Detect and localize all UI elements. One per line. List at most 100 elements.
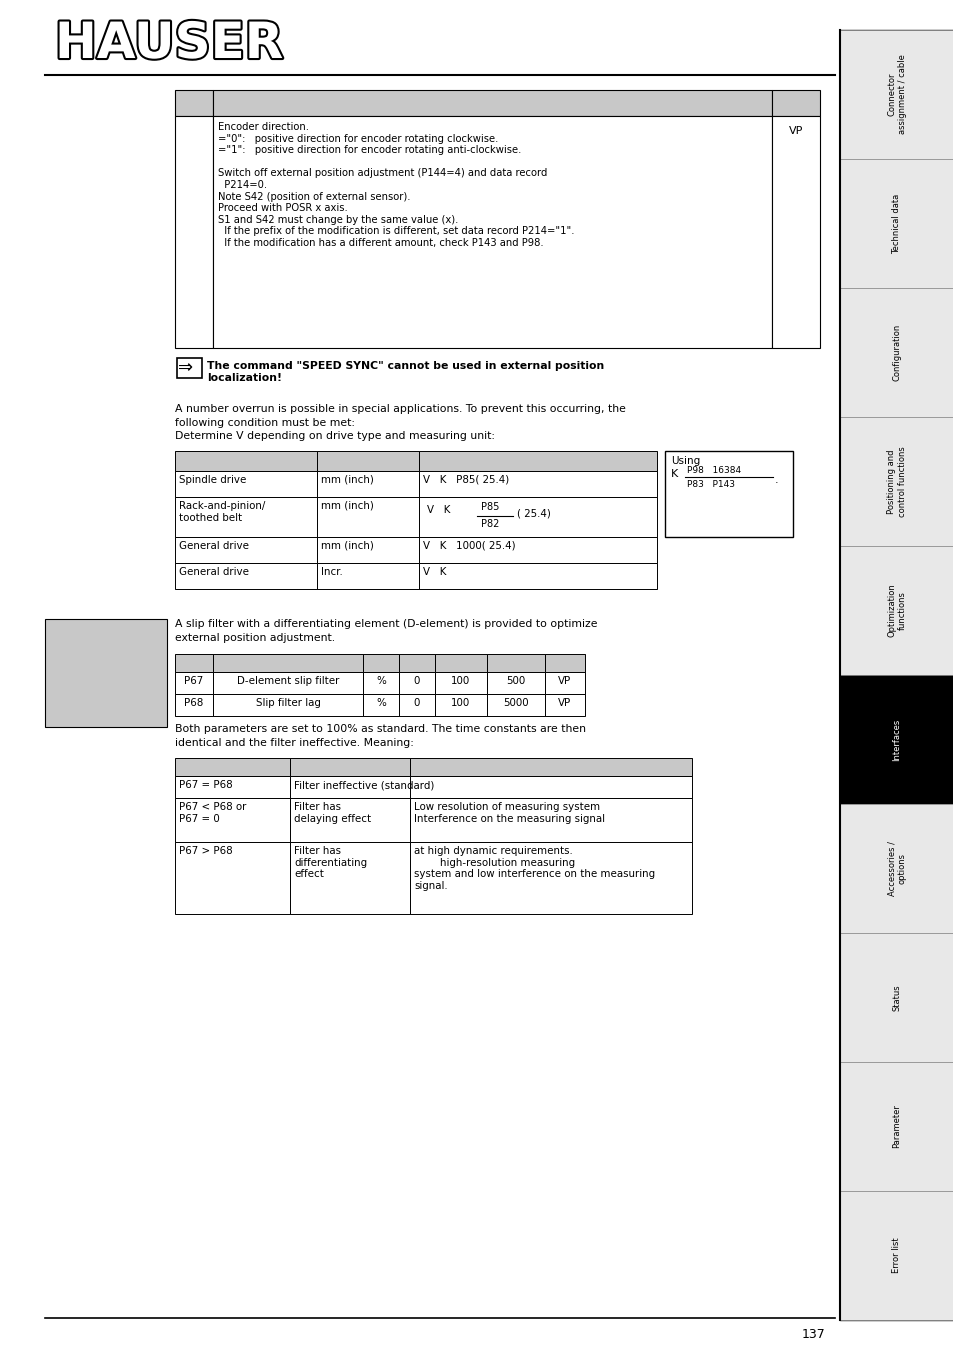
Text: 0: 0 xyxy=(414,676,419,686)
Bar xyxy=(174,775,290,798)
Bar xyxy=(664,451,792,536)
Bar xyxy=(45,619,167,727)
Bar xyxy=(174,654,213,671)
Bar xyxy=(410,842,691,915)
Bar xyxy=(840,676,953,804)
Text: A number overrun is possible in special applications. To prevent this occurring,: A number overrun is possible in special … xyxy=(174,404,625,413)
Bar xyxy=(177,358,202,378)
Bar xyxy=(174,842,290,915)
Bar xyxy=(174,497,316,536)
Bar xyxy=(213,671,363,694)
Text: Connector
assignment / cable: Connector assignment / cable xyxy=(886,54,905,135)
Text: P85: P85 xyxy=(480,503,498,512)
Text: Rack-and-pinion/
toothed belt: Rack-and-pinion/ toothed belt xyxy=(179,501,265,523)
Bar xyxy=(174,798,290,842)
Bar xyxy=(435,671,486,694)
Text: V   K   1000( 25.4): V K 1000( 25.4) xyxy=(422,540,515,551)
Bar xyxy=(316,563,418,589)
Text: mm (inch): mm (inch) xyxy=(320,501,374,511)
Text: Status: Status xyxy=(892,984,901,1011)
Bar xyxy=(398,694,435,716)
Bar xyxy=(544,694,584,716)
Text: Optimization
functions: Optimization functions xyxy=(886,584,905,638)
Text: Parameter: Parameter xyxy=(892,1105,901,1148)
Bar xyxy=(398,671,435,694)
Text: P82: P82 xyxy=(480,519,498,530)
Bar xyxy=(486,694,544,716)
Bar xyxy=(544,654,584,671)
Text: 500: 500 xyxy=(506,676,525,686)
Text: Determine V depending on drive type and measuring unit:: Determine V depending on drive type and … xyxy=(174,431,495,440)
Text: mm (inch): mm (inch) xyxy=(320,540,374,551)
Bar xyxy=(213,694,363,716)
Text: K: K xyxy=(670,469,678,480)
Bar xyxy=(840,30,953,159)
Text: V   K   P85( 25.4): V K P85( 25.4) xyxy=(422,476,509,485)
Bar xyxy=(840,1192,953,1320)
Text: mm (inch): mm (inch) xyxy=(320,476,374,485)
Text: Slip filter lag: Slip filter lag xyxy=(255,698,320,708)
Bar xyxy=(840,1062,953,1192)
Bar xyxy=(840,288,953,417)
Bar xyxy=(316,536,418,563)
Text: 5000: 5000 xyxy=(502,698,528,708)
Text: .: . xyxy=(774,476,778,485)
Bar xyxy=(290,758,410,775)
Bar xyxy=(174,116,213,349)
Text: Filter ineffective (standard): Filter ineffective (standard) xyxy=(294,780,434,790)
Bar xyxy=(544,671,584,694)
Bar xyxy=(435,694,486,716)
Bar xyxy=(174,694,213,716)
Text: identical and the filter ineffective. Meaning:: identical and the filter ineffective. Me… xyxy=(174,738,414,748)
Text: Accessories /
options: Accessories / options xyxy=(886,842,905,896)
Bar xyxy=(174,536,316,563)
Bar xyxy=(213,116,771,349)
Text: 100: 100 xyxy=(451,698,470,708)
Text: Positioning and
control functions: Positioning and control functions xyxy=(886,446,905,517)
Bar xyxy=(316,451,418,471)
Text: VP: VP xyxy=(558,698,571,708)
Text: P67 < P68 or
P67 = 0: P67 < P68 or P67 = 0 xyxy=(179,802,246,824)
Bar xyxy=(840,546,953,676)
Text: external position adjustment.: external position adjustment. xyxy=(174,634,335,643)
Text: Low resolution of measuring system
Interference on the measuring signal: Low resolution of measuring system Inter… xyxy=(414,802,604,824)
Bar xyxy=(290,842,410,915)
Bar xyxy=(213,654,363,671)
Bar xyxy=(418,451,657,471)
Bar xyxy=(418,497,657,536)
Text: ⇒: ⇒ xyxy=(178,359,193,377)
Text: %: % xyxy=(375,676,386,686)
Text: P98   16384: P98 16384 xyxy=(686,466,740,476)
Text: P67: P67 xyxy=(184,676,203,686)
Text: Spindle drive: Spindle drive xyxy=(179,476,246,485)
Text: D-element slip filter: D-element slip filter xyxy=(236,676,339,686)
Bar xyxy=(418,471,657,497)
Text: Configuration: Configuration xyxy=(892,324,901,381)
Text: 100: 100 xyxy=(451,676,470,686)
Text: Filter has
delaying effect: Filter has delaying effect xyxy=(294,802,371,824)
Bar xyxy=(840,934,953,1062)
Text: following condition must be met:: following condition must be met: xyxy=(174,417,355,428)
Bar xyxy=(486,671,544,694)
Bar xyxy=(174,671,213,694)
Text: V   K: V K xyxy=(422,567,446,577)
Text: VP: VP xyxy=(558,676,571,686)
Bar xyxy=(840,804,953,934)
Bar xyxy=(840,417,953,546)
Bar xyxy=(174,471,316,497)
Text: General drive: General drive xyxy=(179,567,249,577)
Text: V   K: V K xyxy=(427,505,450,515)
Text: 137: 137 xyxy=(801,1328,824,1342)
Bar xyxy=(290,798,410,842)
Bar xyxy=(840,159,953,288)
Bar xyxy=(363,654,398,671)
Text: P68: P68 xyxy=(184,698,203,708)
Bar xyxy=(840,30,953,1320)
Bar xyxy=(435,654,486,671)
Text: P67 > P68: P67 > P68 xyxy=(179,846,233,857)
Bar xyxy=(213,91,771,116)
Text: ( 25.4): ( 25.4) xyxy=(517,509,550,519)
Text: General drive: General drive xyxy=(179,540,249,551)
Text: Incr.: Incr. xyxy=(320,567,342,577)
Text: VP: VP xyxy=(788,126,802,136)
